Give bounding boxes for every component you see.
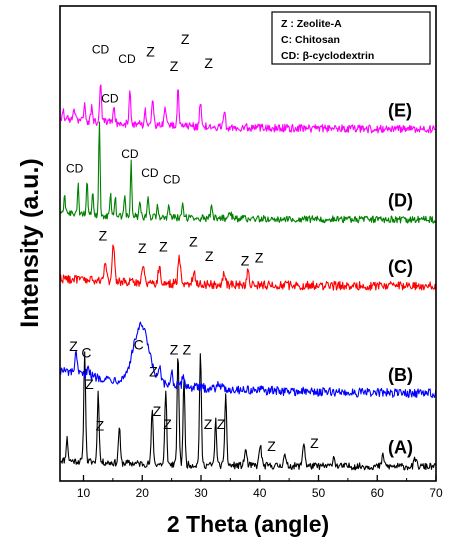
peak-annotation: Z bbox=[189, 234, 198, 250]
peak-annotation: Z bbox=[310, 435, 319, 451]
series-label-b: (B) bbox=[388, 365, 413, 385]
series-label-d: (D) bbox=[388, 191, 413, 211]
series-label-e: (E) bbox=[388, 100, 412, 120]
peak-annotation: CD bbox=[163, 172, 181, 186]
x-axis-ticks: 10 20 30 40 50 60 70 bbox=[77, 475, 443, 500]
peak-annotation: Z bbox=[163, 416, 172, 432]
peak-annotation: Z bbox=[146, 44, 155, 60]
series-labels: (A) (B) (C) (D) (E) bbox=[388, 100, 413, 457]
series-line-b bbox=[59, 321, 437, 399]
series-line-d bbox=[59, 121, 437, 224]
series-label-c: (C) bbox=[388, 257, 413, 277]
peak-annotation: Z bbox=[69, 338, 78, 354]
x-tick-label: 10 bbox=[77, 486, 91, 500]
peak-annotation: Z bbox=[204, 416, 213, 432]
peak-annotation: Z bbox=[96, 417, 105, 433]
y-axis-title: Intensity (a.u.) bbox=[16, 158, 44, 327]
x-tick-label: 30 bbox=[194, 486, 208, 500]
peak-annotation: Z bbox=[153, 403, 162, 419]
peak-annotation: Z bbox=[255, 250, 264, 266]
series-line-e bbox=[59, 84, 436, 134]
peak-annotation: Z bbox=[159, 238, 168, 254]
x-axis-title: 2 Theta (angle) bbox=[167, 511, 329, 537]
peak-annotation: Z bbox=[85, 376, 94, 392]
series-line-a bbox=[59, 351, 437, 471]
peak-annotation: CD bbox=[118, 52, 136, 66]
peak-annotation: Z bbox=[217, 416, 226, 432]
x-tick-label: 20 bbox=[136, 486, 150, 500]
series-line-c bbox=[59, 244, 437, 291]
peak-annotation: Z bbox=[149, 364, 158, 380]
legend-entry-zeolite: Z : Zeolite-A bbox=[281, 18, 342, 30]
peak-annotation: CD bbox=[141, 166, 159, 180]
peak-annotation: Z bbox=[170, 341, 179, 357]
x-tick-label: 60 bbox=[371, 486, 385, 500]
legend-frame bbox=[271, 11, 431, 65]
legend-box: Z : Zeolite-A C: Chitosan CD: β-cyclodex… bbox=[271, 11, 431, 65]
peak-annotation: Z bbox=[99, 227, 108, 243]
peak-annotation: Z bbox=[183, 341, 192, 357]
legend-entry-cyclodextrin: CD: β-cyclodextrin bbox=[281, 50, 374, 62]
peak-annotation: Z bbox=[181, 31, 190, 47]
x-tick-label: 70 bbox=[429, 486, 443, 500]
series-traces bbox=[59, 84, 437, 471]
peak-annotation: Z bbox=[241, 253, 250, 269]
peak-annotation: CD bbox=[121, 147, 139, 161]
x-tick-label: 40 bbox=[253, 486, 267, 500]
peak-annotation: Z bbox=[205, 248, 214, 264]
series-label-a: (A) bbox=[388, 438, 413, 458]
peak-annotation: C bbox=[134, 337, 144, 353]
x-tick-label: 50 bbox=[312, 486, 326, 500]
peak-annotation: Z bbox=[204, 55, 213, 71]
peak-annotation: Z bbox=[170, 58, 179, 74]
peak-annotation: CD bbox=[92, 43, 110, 57]
peak-annotation: CD bbox=[66, 161, 84, 175]
peak-annotation: Z bbox=[138, 240, 147, 256]
peak-annotation: C bbox=[81, 345, 91, 361]
legend-entry-chitosan: C: Chitosan bbox=[281, 34, 340, 46]
peak-annotation: Z bbox=[267, 438, 276, 454]
peak-annotation: CD bbox=[101, 92, 119, 106]
plot-frame bbox=[59, 5, 437, 482]
